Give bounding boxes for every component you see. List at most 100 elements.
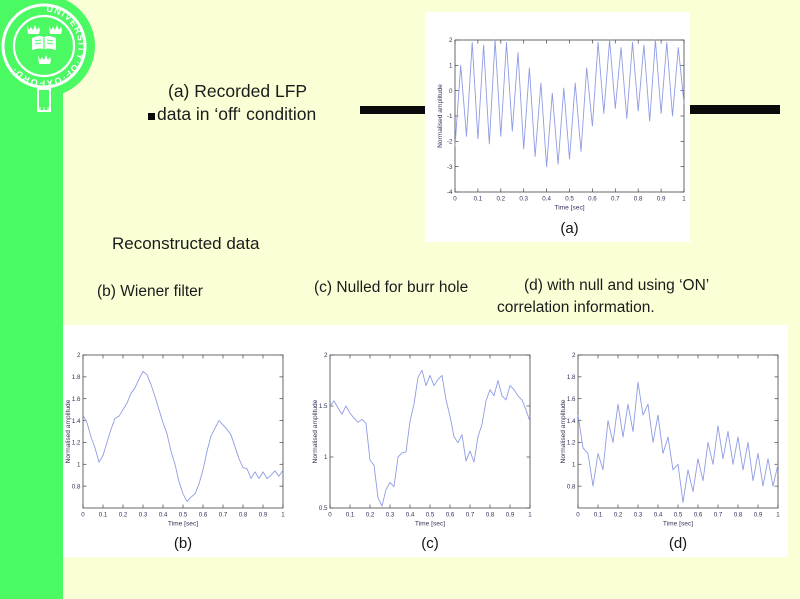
svg-text:0.5: 0.5 <box>426 512 435 519</box>
chart-c-nulled: 0 0.1 0.2 0.3 0.4 0.5 0.6 0.7 0.8 0.9 1 2 1.5 1 0.5 Tim… <box>312 352 532 552</box>
svg-text:0: 0 <box>453 196 457 203</box>
crest-garter-tail <box>37 88 51 112</box>
svg-text:0.3: 0.3 <box>634 512 643 519</box>
svg-text:0.3: 0.3 <box>386 512 395 519</box>
svg-text:1: 1 <box>572 461 576 468</box>
svg-text:1.4: 1.4 <box>72 418 81 425</box>
svg-text:(a): (a) <box>560 220 578 237</box>
chart-b-wiener: 0 0.1 0.2 0.3 0.4 0.5 0.6 0.7 0.8 0.9 1 2 1.8 1.6 1.4 1… <box>65 352 285 552</box>
black-rule-left <box>360 106 425 114</box>
label-wiener-filter: (b) Wiener filter <box>97 283 203 300</box>
svg-text:0.2: 0.2 <box>366 512 375 519</box>
crest-open-book <box>32 36 56 50</box>
svg-text:1: 1 <box>77 461 81 468</box>
label-null-on-corr-line2: correlation information. <box>497 299 655 316</box>
oxford-crest-icon: UNIVERSITY·OF·OXFORD· <box>0 0 95 112</box>
svg-text:-4: -4 <box>447 189 453 196</box>
svg-text:1.2: 1.2 <box>567 440 576 447</box>
chart-a-lfp-off: 0 0.1 0.2 0.3 0.4 0.5 0.6 0.7 0.8 0.9 1 2 1 0 -1 -2 -3 -4… <box>437 37 686 237</box>
black-rule-right <box>688 105 780 114</box>
svg-text:1: 1 <box>528 512 532 519</box>
svg-text:1: 1 <box>776 512 780 519</box>
svg-text:0.8: 0.8 <box>486 512 495 519</box>
svg-text:0.8: 0.8 <box>72 483 81 490</box>
svg-text:1.6: 1.6 <box>72 396 81 403</box>
panel-reconstructed-charts: 0 0.1 0.2 0.3 0.4 0.5 0.6 0.7 0.8 0.9 1 2 1.8 1.6 1.4 1… <box>63 325 788 557</box>
svg-text:2: 2 <box>572 352 576 359</box>
svg-text:1.4: 1.4 <box>567 418 576 425</box>
label-reconstructed-data: Reconstructed data <box>112 234 260 253</box>
svg-text:Normalised amplitude: Normalised amplitude <box>312 399 319 463</box>
heading-line-1: (a) Recorded LFP <box>168 81 308 101</box>
svg-text:0.2: 0.2 <box>496 196 505 203</box>
svg-text:0.8: 0.8 <box>734 512 743 519</box>
svg-text:0.4: 0.4 <box>406 512 415 519</box>
svg-text:0.6: 0.6 <box>588 196 597 203</box>
svg-text:-1: -1 <box>447 113 453 120</box>
svg-text:0: 0 <box>449 88 453 95</box>
svg-text:0.7: 0.7 <box>219 512 228 519</box>
svg-text:Time [sec]: Time [sec] <box>554 205 584 212</box>
svg-text:1: 1 <box>682 196 686 203</box>
svg-text:0.4: 0.4 <box>542 196 551 203</box>
svg-text:Normalised amplitude: Normalised amplitude <box>560 399 567 463</box>
svg-text:0.5: 0.5 <box>565 196 574 203</box>
chart-d-null-on: 0 0.1 0.2 0.3 0.4 0.5 0.6 0.7 0.8 0.9 1 2 1.8 1.6 1.4 1… <box>560 352 780 552</box>
panel-chart-a: 0 0.1 0.2 0.3 0.4 0.5 0.6 0.7 0.8 0.9 1 2 1 0 -1 -2 -3 -4… <box>425 12 690 242</box>
svg-text:1: 1 <box>281 512 285 519</box>
sidebar-green-band <box>0 0 63 599</box>
svg-text:0.3: 0.3 <box>139 512 148 519</box>
svg-text:0.6: 0.6 <box>694 512 703 519</box>
label-nulled-burr-hole: (c) Nulled for burr hole <box>314 279 469 296</box>
svg-text:0.3: 0.3 <box>519 196 528 203</box>
svg-text:0.9: 0.9 <box>506 512 515 519</box>
svg-text:0.9: 0.9 <box>259 512 268 519</box>
svg-text:0.4: 0.4 <box>159 512 168 519</box>
svg-text:0.7: 0.7 <box>611 196 620 203</box>
svg-text:0: 0 <box>328 512 332 519</box>
svg-text:1.8: 1.8 <box>567 374 576 381</box>
heading-recorded-lfp: (a) Recorded LFP data in ‘off‘ condition <box>157 80 316 126</box>
svg-text:0.4: 0.4 <box>654 512 663 519</box>
svg-text:0: 0 <box>81 512 85 519</box>
svg-text:0.8: 0.8 <box>239 512 248 519</box>
svg-text:0.8: 0.8 <box>634 196 643 203</box>
svg-text:0.5: 0.5 <box>674 512 683 519</box>
svg-text:1.2: 1.2 <box>72 440 81 447</box>
svg-text:Normalised amplitude: Normalised amplitude <box>437 84 444 148</box>
svg-text:2: 2 <box>77 352 81 359</box>
svg-text:2: 2 <box>449 37 453 44</box>
svg-text:Time [sec]: Time [sec] <box>663 521 693 528</box>
svg-text:0.5: 0.5 <box>319 505 328 512</box>
heading-line-2: data in ‘off‘ condition <box>157 104 317 124</box>
bullet-square-icon <box>148 113 155 120</box>
svg-text:1.6: 1.6 <box>567 396 576 403</box>
label-null-on-corr-line1: (d) with null and using ‘ON’ <box>524 277 710 294</box>
svg-text:-2: -2 <box>447 139 453 146</box>
svg-text:0.1: 0.1 <box>346 512 355 519</box>
svg-text:0.9: 0.9 <box>754 512 763 519</box>
svg-text:0.5: 0.5 <box>179 512 188 519</box>
svg-text:-3: -3 <box>447 164 453 171</box>
svg-text:(b): (b) <box>174 535 192 552</box>
svg-text:0: 0 <box>576 512 580 519</box>
svg-text:0.6: 0.6 <box>199 512 208 519</box>
svg-text:(d): (d) <box>669 535 687 552</box>
svg-text:0.1: 0.1 <box>594 512 603 519</box>
svg-text:Time [sec]: Time [sec] <box>415 521 445 528</box>
svg-text:(c): (c) <box>421 535 439 552</box>
svg-text:1.5: 1.5 <box>319 403 328 410</box>
svg-text:0.2: 0.2 <box>119 512 128 519</box>
svg-text:0.9: 0.9 <box>657 196 666 203</box>
svg-text:0.6: 0.6 <box>446 512 455 519</box>
svg-text:0.1: 0.1 <box>474 196 483 203</box>
svg-text:0.8: 0.8 <box>567 483 576 490</box>
svg-text:2: 2 <box>324 352 328 359</box>
svg-text:0.1: 0.1 <box>99 512 108 519</box>
svg-text:0.2: 0.2 <box>614 512 623 519</box>
svg-text:0.7: 0.7 <box>714 512 723 519</box>
svg-text:1.8: 1.8 <box>72 374 81 381</box>
svg-text:0.7: 0.7 <box>466 512 475 519</box>
svg-text:1: 1 <box>449 63 453 70</box>
